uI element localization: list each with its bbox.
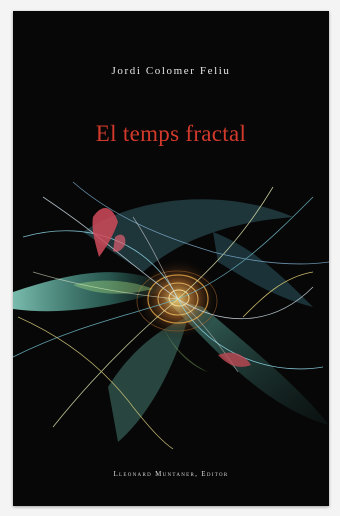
book-title: El temps fractal [95,121,247,146]
book-cover: Jordi Colomer Feliu El temps fractal [13,11,329,506]
fractal-artwork [13,181,329,449]
publisher-name: Lleonard Muntaner, Editor [113,470,229,478]
author-name: Jordi Colomer Feliu [111,65,231,77]
